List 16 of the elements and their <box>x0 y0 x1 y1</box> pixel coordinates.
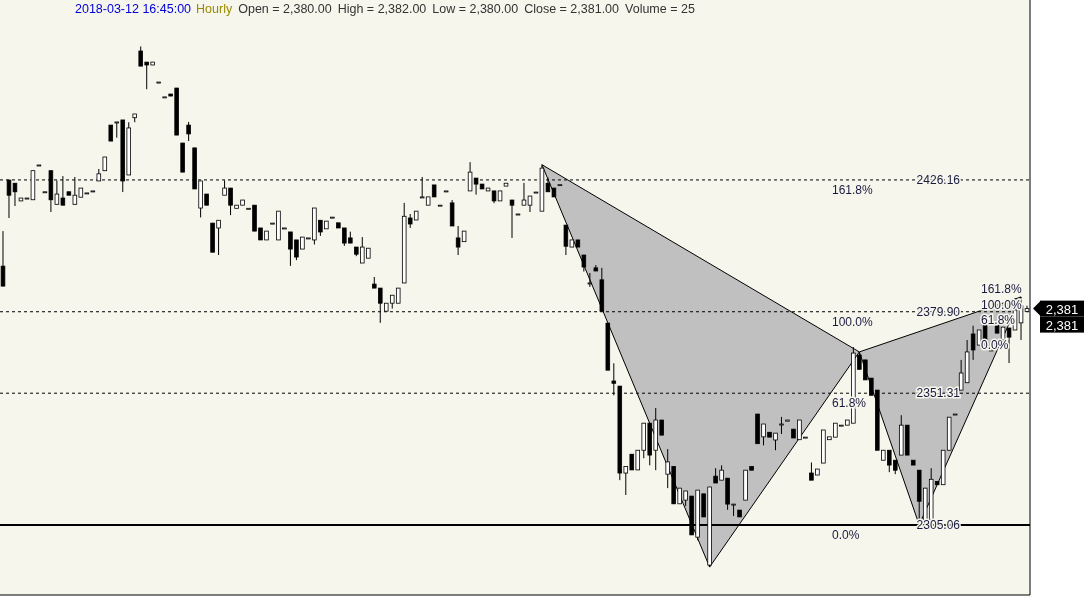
annotation: Volume = 25 <box>625 2 695 16</box>
annotation: Open = 2,380.00 <box>238 2 332 16</box>
text: 2,381 <box>1045 317 1079 333</box>
chart-title: 2018-03-12 16:45:00 <box>75 2 192 16</box>
annotation: 100.0% <box>832 314 874 329</box>
text: 2,381 <box>1045 301 1079 317</box>
y-tick-label: 2426.16 <box>916 173 961 188</box>
annotation: 161.8% <box>981 281 1023 296</box>
y-tick-label: 2379.90 <box>916 304 961 319</box>
annotation: 0.0% <box>832 528 860 543</box>
y-tick-label: 2351.31 <box>916 386 961 401</box>
annotation: 161.8% <box>832 182 874 197</box>
annotation: Low = 2,380.00 <box>432 2 519 16</box>
annotation: Close = 2,381.00 <box>524 2 620 16</box>
chart-subtitle: Hourly <box>196 2 233 16</box>
annotation: High = 2,382.00 <box>337 2 427 16</box>
